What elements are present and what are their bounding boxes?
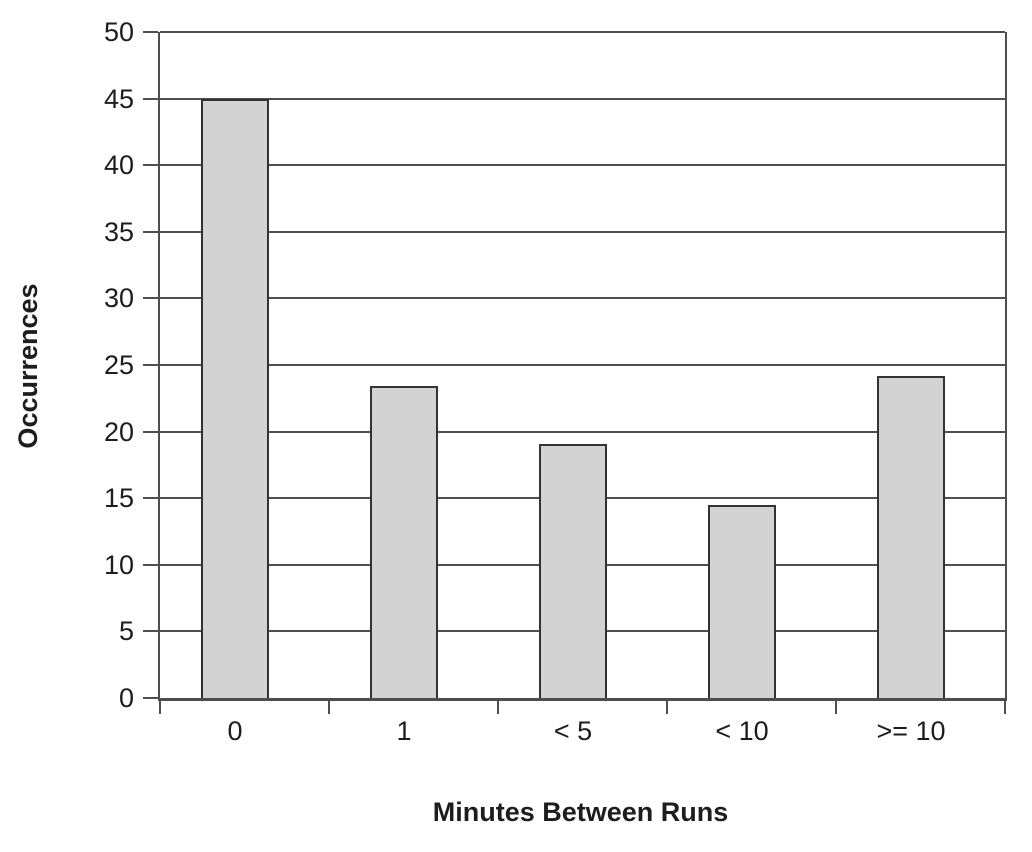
y-axis-title: Occurrences (13, 283, 43, 449)
y-tick-label: 45 (103, 83, 134, 114)
x-category-label: < 10 (715, 716, 769, 746)
x-axis-tick (159, 701, 161, 714)
plot-area: 0 5 10 15 20 25 30 35 40 45 50 0 1 < 5 < 10 >= 10 (104, 19, 1007, 746)
x-axis-title: Minutes Between Runs (432, 797, 729, 827)
x-category-label: >= 10 (876, 716, 946, 746)
y-axis-tick (143, 630, 158, 633)
y-tick-label: 20 (103, 416, 134, 447)
y-axis-tick (143, 97, 158, 100)
y-axis-tick (143, 164, 158, 167)
y-tick-label: 15 (103, 483, 134, 514)
x-axis-tick (1004, 701, 1006, 714)
bar-< 10 (708, 504, 776, 698)
x-axis-tick (666, 701, 668, 714)
bar->= 10 (877, 375, 945, 698)
y-tick-label: 0 (118, 683, 134, 713)
x-category-label: 1 (396, 716, 412, 746)
y-tick-label: 5 (118, 616, 134, 647)
y-axis-tick (143, 497, 158, 500)
gridline (160, 97, 1005, 100)
gridline (160, 430, 1005, 433)
bar-0 (201, 98, 269, 698)
y-axis-tick (143, 230, 158, 233)
x-axis-tick (328, 701, 330, 714)
y-axis-tick (143, 31, 158, 33)
y-tick-label: 40 (103, 150, 134, 181)
gridline (160, 230, 1005, 233)
x-category-label: 0 (227, 716, 243, 746)
gridline (160, 164, 1005, 167)
bar-1 (370, 386, 438, 698)
y-axis-tick (143, 697, 158, 699)
y-tick-label: 10 (103, 549, 134, 580)
y-axis-tick (143, 563, 158, 566)
gridline (160, 364, 1005, 366)
y-tick-label: 25 (103, 350, 134, 380)
y-axis-tick (143, 297, 158, 300)
y-axis-tick (143, 364, 158, 366)
bar-< 5 (539, 443, 607, 698)
x-category-label: < 5 (553, 716, 593, 746)
gridline (160, 297, 1005, 300)
gridline (160, 31, 1005, 33)
y-tick-label: 30 (103, 283, 134, 314)
y-axis-tick (143, 430, 158, 433)
x-axis-tick (497, 701, 499, 714)
y-tick-label: 35 (103, 216, 134, 247)
y-tick-label: 50 (103, 17, 134, 47)
x-axis-tick (835, 701, 837, 714)
